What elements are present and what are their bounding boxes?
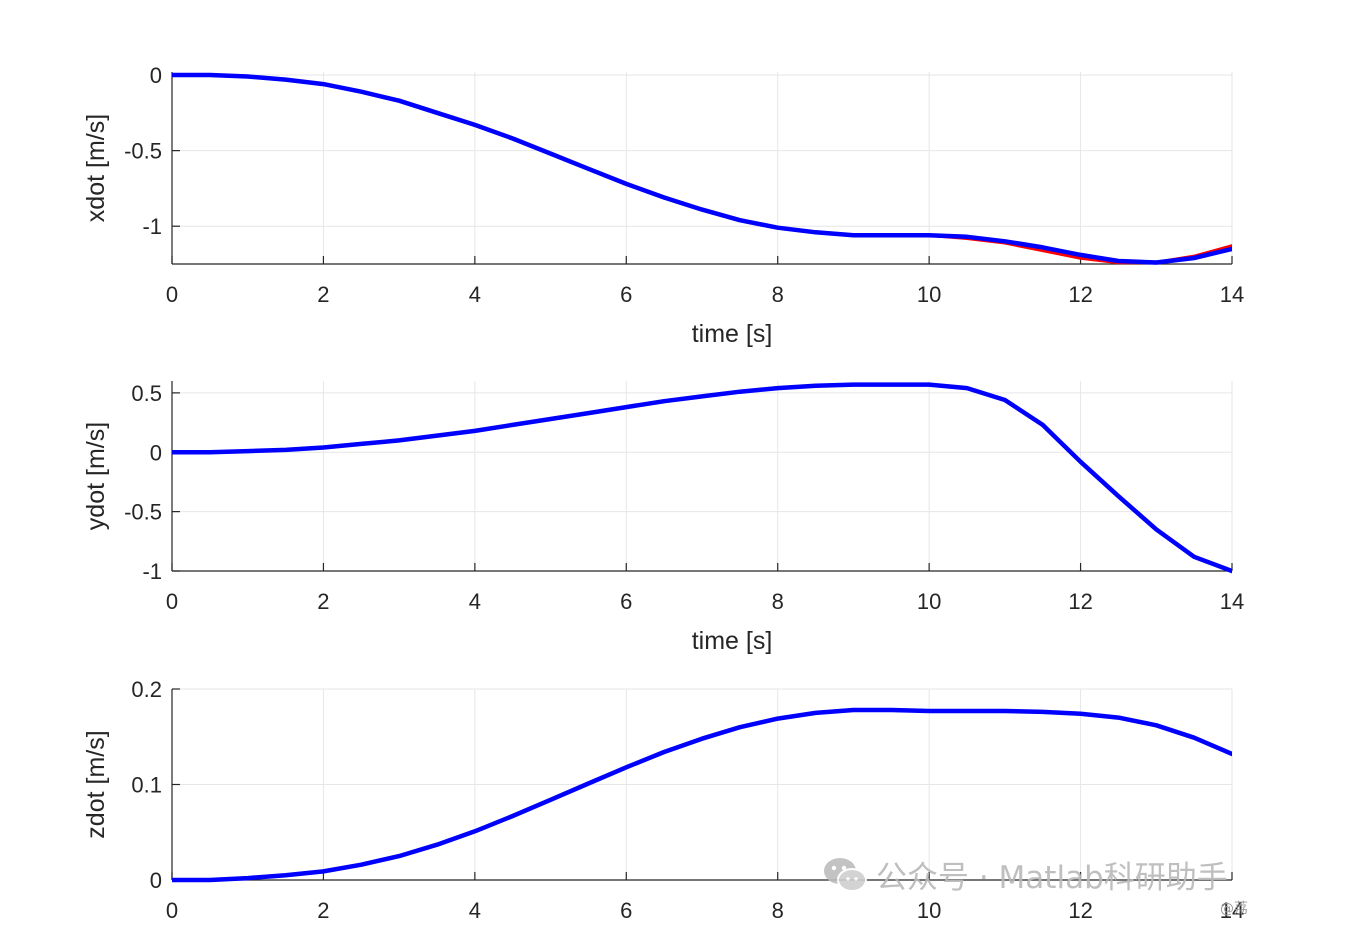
- subplot-2: 0 2 4 6 8 10 12 14 0.5 0 -0.5 -1 time [s] ydot [m/s]: [82, 381, 1244, 655]
- x-tick-label: 0: [166, 589, 178, 614]
- x-tick-label: 8: [772, 282, 784, 307]
- series-line-blue: [172, 707, 1232, 883]
- y-tick-label: 0.1: [131, 773, 162, 798]
- subplot-3: 0 2 4 6 8 10 12 14 0.2 0.1 0 zdot [m/s]: [82, 677, 1244, 923]
- y-tick-label: 0: [150, 868, 162, 893]
- series-line-blue: [172, 72, 1232, 265]
- subplot-1: 0 2 4 6 8 10 12 14 0 -0.5 -1 time [s] xdot [m/s]: [82, 63, 1244, 348]
- series-line-red: [172, 382, 1232, 573]
- x-tick-label: 8: [772, 898, 784, 923]
- x-tick-label: 4: [469, 898, 481, 923]
- x-tick-label: 14: [1220, 282, 1244, 307]
- x-tick-label: 6: [620, 282, 632, 307]
- wechat-icon: [824, 857, 867, 892]
- y-axis-label: ydot [m/s]: [82, 422, 110, 530]
- x-tick-label: 0: [166, 898, 178, 923]
- y-axis-label: xdot [m/s]: [82, 114, 110, 222]
- y-tick-label: 0.2: [131, 677, 162, 702]
- x-tick-label: 4: [469, 589, 481, 614]
- x-tick-label: 10: [917, 898, 941, 923]
- x-axis-label: time [s]: [692, 320, 773, 348]
- y-tick-label: -1: [142, 559, 162, 584]
- x-tick-label: 2: [317, 898, 329, 923]
- y-tick-label: -1: [142, 214, 162, 239]
- x-tick-label: 14: [1220, 898, 1244, 923]
- series-line-blue: [172, 382, 1232, 574]
- x-tick-label: 12: [1068, 589, 1092, 614]
- x-tick-label: 10: [917, 282, 941, 307]
- watermark: 公众号 · Matlab科研助手: [822, 852, 1228, 897]
- y-axis-label: zdot [m/s]: [82, 730, 110, 838]
- watermark-text: 公众号 · Matlab科研助手: [876, 860, 1228, 896]
- x-tick-label: 6: [620, 589, 632, 614]
- y-tick-label: 0: [150, 63, 162, 88]
- corner-mark: @荔: [1220, 901, 1248, 917]
- x-tick-label: 12: [1068, 898, 1092, 923]
- x-tick-label: 4: [469, 282, 481, 307]
- x-tick-label: 2: [317, 589, 329, 614]
- x-tick-label: 8: [772, 589, 784, 614]
- x-tick-label: 2: [317, 282, 329, 307]
- y-tick-label: 0.5: [131, 381, 162, 406]
- x-tick-label: 6: [620, 898, 632, 923]
- series-line-red: [172, 73, 1232, 265]
- x-tick-label: 14: [1220, 589, 1244, 614]
- y-tick-label: 0: [150, 440, 162, 465]
- y-tick-label: -0.5: [124, 500, 162, 525]
- x-tick-label: 12: [1068, 282, 1092, 307]
- x-tick-label: 10: [917, 589, 941, 614]
- x-axis-label: time [s]: [692, 627, 773, 655]
- x-tick-label: 0: [166, 282, 178, 307]
- y-tick-label: -0.5: [124, 139, 162, 164]
